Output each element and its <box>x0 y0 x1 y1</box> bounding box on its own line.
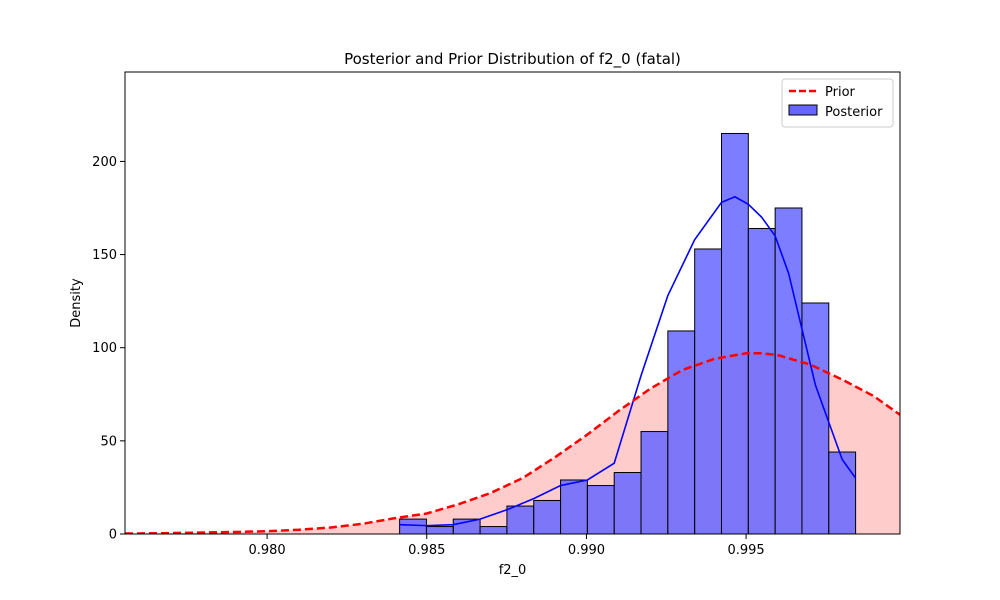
x-tick-label: 0.995 <box>727 543 764 558</box>
axis-ticks: 0.980 0.985 0.990 0.995 0 50 100 150 200 <box>92 155 765 558</box>
x-axis-label: f2_0 <box>499 563 527 578</box>
legend-posterior-swatch <box>788 104 818 116</box>
posterior-bar <box>828 451 857 534</box>
y-tick-label: 200 <box>92 155 117 170</box>
posterior-bar <box>586 485 615 534</box>
posterior-bar <box>747 227 776 534</box>
posterior-bar <box>694 248 722 534</box>
posterior-bar <box>560 479 588 534</box>
posterior-bar <box>721 132 749 534</box>
y-axis-label: Density <box>69 278 84 328</box>
legend: Prior Posterior <box>781 78 894 128</box>
x-tick-label: 0.990 <box>568 543 605 558</box>
y-tick-label: 150 <box>92 248 117 263</box>
posterior-bar <box>640 431 669 534</box>
prior-line <box>125 352 900 534</box>
plot-content <box>125 132 900 534</box>
y-tick-label: 100 <box>92 341 117 356</box>
legend-prior-label: Prior <box>825 85 856 100</box>
posterior-bar <box>479 526 508 534</box>
posterior-bar <box>774 207 803 534</box>
posterior-bar <box>801 302 830 534</box>
x-tick-label: 0.985 <box>408 543 445 558</box>
legend-posterior-label: Posterior <box>825 105 883 120</box>
y-tick-label: 0 <box>109 528 117 543</box>
posterior-bar <box>506 505 535 534</box>
plot-frame <box>124 71 901 535</box>
plot-area <box>125 132 900 534</box>
posterior-bar <box>425 526 454 534</box>
y-tick-label: 50 <box>100 434 117 449</box>
posterior-kde-line <box>399 195 857 527</box>
posterior-bar <box>533 499 562 534</box>
chart-title: Posterior and Prior Distribution of f2_0… <box>344 50 681 69</box>
posterior-bar <box>613 472 642 534</box>
posterior-bar <box>399 518 427 534</box>
posterior-bar <box>667 330 696 534</box>
x-tick-label: 0.980 <box>248 543 285 558</box>
